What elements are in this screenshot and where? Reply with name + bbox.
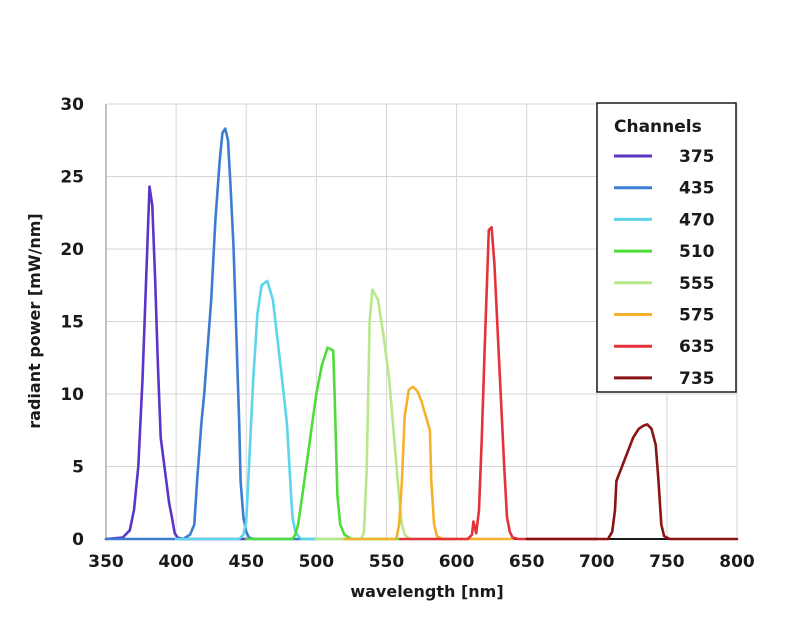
series-line-635 [399,226,599,541]
x-tick-label: 800 [719,552,755,572]
y-tick-label: 30 [60,95,84,115]
series-line-435 [104,127,318,541]
legend-box [596,102,737,393]
series-line-510 [244,346,402,541]
y-tick-label: 25 [60,168,84,188]
legend-title: Channels [614,117,702,137]
legend-label-555: 555 [679,274,715,294]
series-line-575 [343,385,514,541]
x-tick-label: 600 [439,552,475,572]
legend: Channels 375 435 470 510 555 575 635 735 [596,102,737,393]
y-tick-label: 10 [60,385,84,405]
x-axis-title: wavelength [nm] [350,582,503,601]
series-line-555 [314,288,458,541]
y-axis-title: radiant power [mW/nm] [25,213,44,428]
tick-labels: 350 400 450 500 550 600 650 700 750 8000510152025… [60,95,755,572]
y-tick-label: 0 [72,530,84,550]
series-line-735 [525,423,739,541]
y-tick-label: 5 [72,458,84,478]
legend-label-735: 735 [679,369,715,389]
y-tick-label: 15 [60,313,84,333]
legend-label-435: 435 [679,179,715,199]
x-tick-label: 550 [369,552,405,572]
legend-label-470: 470 [679,210,715,230]
series-line-375 [104,185,248,541]
x-tick-label: 450 [228,552,264,572]
legend-label-575: 575 [679,306,715,326]
legend-label-635: 635 [679,337,715,357]
x-tick-label: 350 [88,552,124,572]
y-tick-label: 20 [60,240,84,260]
legend-label-510: 510 [679,242,715,262]
series-lines [104,127,739,541]
x-tick-label: 500 [299,552,335,572]
x-tick-label: 650 [509,552,545,572]
x-tick-label: 750 [649,552,685,572]
x-tick-label: 400 [158,552,194,572]
legend-items: 375 435 470 510 555 575 635 735 [614,147,715,389]
legend-label-375: 375 [679,147,715,167]
x-tick-label: 700 [579,552,615,572]
